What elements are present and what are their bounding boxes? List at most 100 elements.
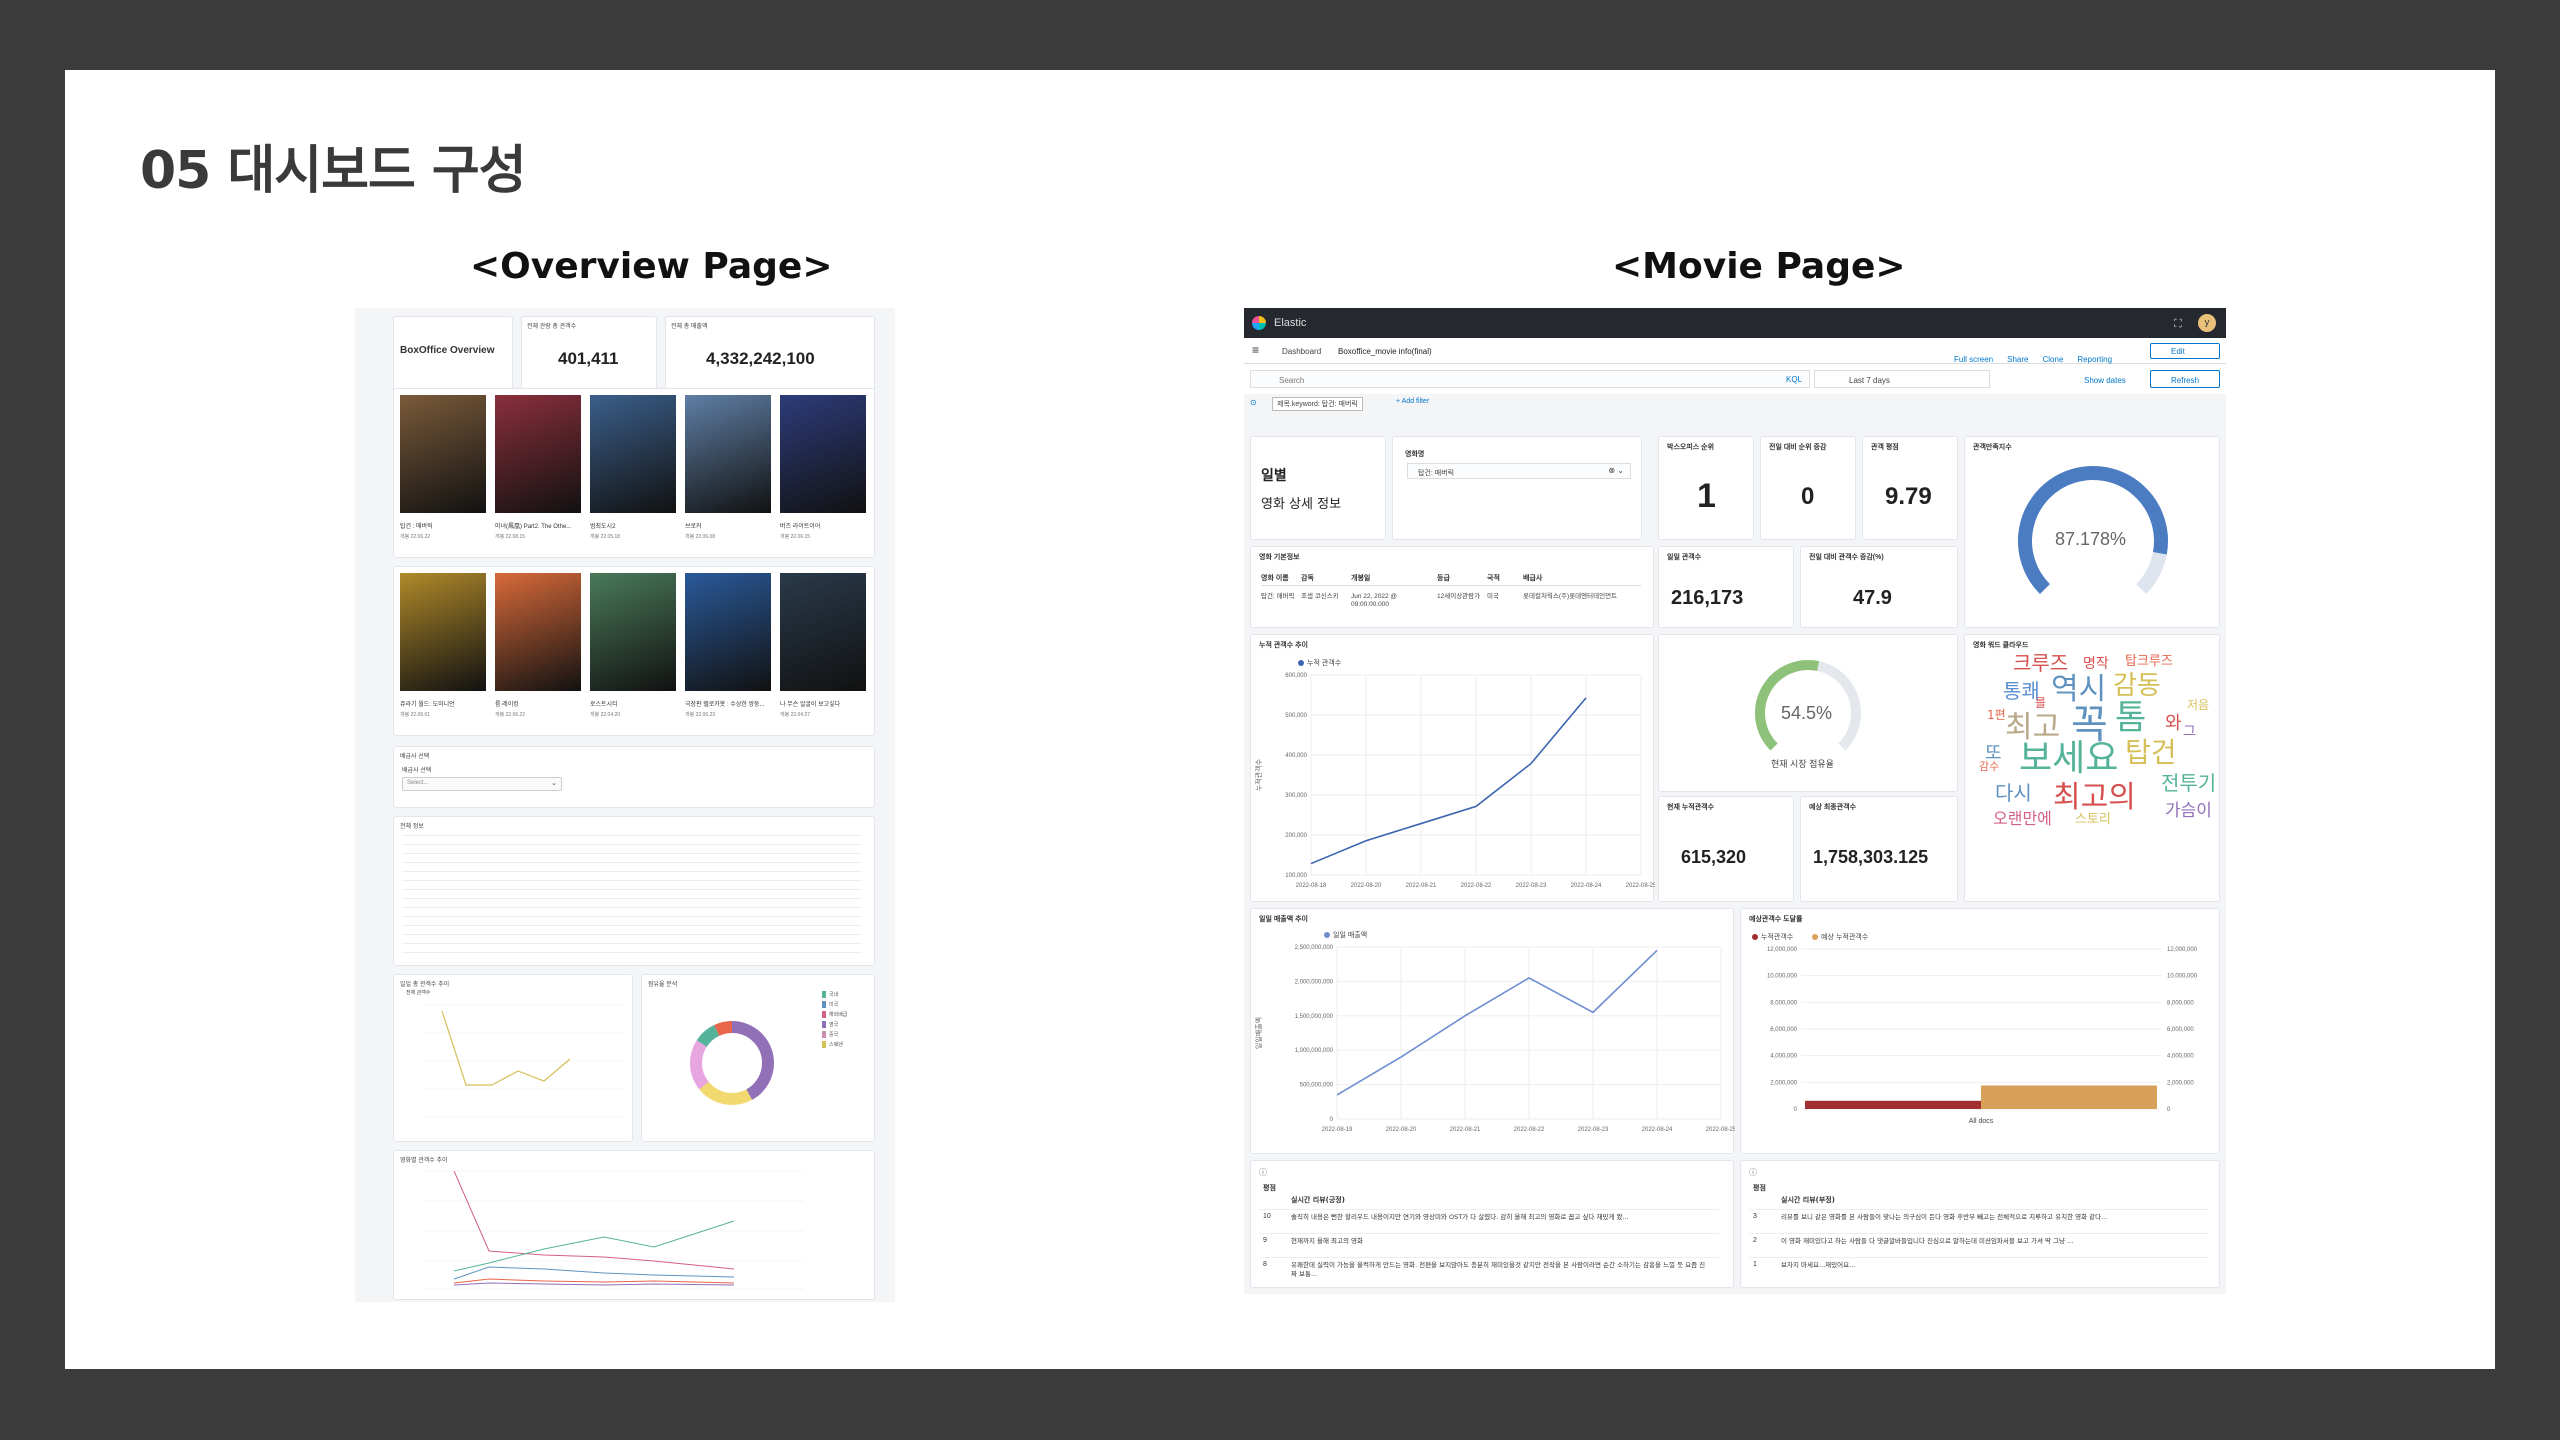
slide-title: 05 대시보드 구성	[140, 141, 527, 201]
action-link[interactable]: Reporting	[2077, 355, 2113, 364]
movie-poster[interactable]	[400, 573, 486, 691]
fullscreen-icon[interactable]: ⛶	[2174, 317, 2182, 330]
movie-select-card: 영화명 탑건: 매버릭 ⊗ ⌄	[1392, 436, 1642, 540]
refresh-button[interactable]: Refresh	[2150, 370, 2220, 388]
wordcloud-label: 영화 워드 클라우드	[1973, 642, 2029, 649]
filter-pill[interactable]: 제목.keyword: 탑건: 매버릭	[1272, 397, 1363, 411]
action-link[interactable]: Share	[2007, 355, 2029, 364]
review-text: 유쾌한데 실력이 가능을 울컥하게 만드는 영화. 전편을 보지않아도 충분히 …	[1291, 1261, 1706, 1279]
rank-change-value: 0	[1801, 483, 1815, 510]
movie-date: 개봉 22.06.22	[400, 534, 431, 540]
info-value: 탑건: 매버릭	[1261, 593, 1295, 600]
table-row-divider	[1259, 1209, 1719, 1210]
y-tick-label: 8,000,000	[1770, 1000, 1797, 1006]
movie-poster[interactable]	[780, 573, 866, 691]
avatar[interactable]: y	[2198, 314, 2216, 332]
movie-date: 개봉 22.05.18	[590, 534, 621, 540]
legend-dot	[1812, 934, 1818, 940]
movie-title: 로스트시티	[590, 702, 618, 708]
daily-title: 일별	[1261, 468, 1287, 484]
filter-bar: ⊙ 제목.keyword: 탑건: 매버릭 + Add filter	[1244, 394, 2226, 414]
overview-share-chart: 점유율 분석 국내 미국 해외배급 영국 중국 스웨덴	[641, 974, 875, 1142]
movie-poster[interactable]	[590, 573, 676, 691]
overview-info-table: 전체 정보	[393, 816, 875, 966]
info-header: 등급	[1437, 575, 1450, 582]
y-tick-label: 600,000	[1285, 673, 1307, 679]
select-card-label: 배급사 선택	[400, 754, 430, 760]
word-cloud-word: 감수	[1979, 760, 2000, 773]
legend-dot	[1752, 934, 1758, 940]
movie-poster[interactable]	[495, 395, 581, 513]
satisfaction-gauge	[2018, 466, 2168, 595]
overview-daily-line-svg	[424, 1004, 624, 1118]
rank-change-card: 전일 대비 순위 증감 0	[1760, 436, 1856, 540]
movie-select[interactable]: 탑건: 매버릭 ⊗ ⌄	[1407, 463, 1631, 479]
word-cloud-word: 역시	[2051, 672, 2107, 707]
show-dates-link[interactable]: Show dates	[2084, 376, 2126, 385]
col-header: 실시간 리뷰(부정)	[1781, 1196, 1835, 1204]
review-score: 2	[1753, 1237, 1757, 1244]
word-cloud-word: 통쾌	[2003, 679, 2040, 703]
time-picker[interactable]: Last 7 days	[1814, 370, 1990, 388]
chart-label: 누적 관객수 추이	[1259, 642, 1308, 649]
word-cloud-word: 보세요	[2019, 738, 2119, 779]
word-cloud-word: 탑건	[2125, 736, 2177, 769]
overview-daily-chart: 일일 총 관객수 추이 전체 관객수	[393, 974, 633, 1142]
x-tick-label: 2022-08-19	[1322, 1127, 1353, 1133]
movie-title: 극장판 헬로카봇 : 수상한 쌍둥...	[685, 702, 765, 708]
movie-poster[interactable]	[590, 395, 676, 513]
search-placeholder: Search	[1279, 376, 1305, 385]
table-row-divider	[1749, 1209, 2209, 1210]
movie-title: 탑건 : 매버릭	[400, 524, 433, 530]
word-cloud-word: 를	[2035, 696, 2047, 710]
movie-poster[interactable]	[400, 395, 486, 513]
chevron-down-icon: ⊗ ⌄	[1608, 466, 1624, 475]
top-actions: Full screen Share Clone Reporting	[1954, 347, 2126, 366]
brand-name: Elastic	[1274, 317, 1307, 329]
y-tick-label: 2,000,000,000	[1295, 979, 1334, 985]
overview-metric-sales: 전체 총 매출액 4,332,242,100	[665, 316, 875, 392]
word-cloud-word: 오랜만에	[1993, 809, 2052, 828]
table-divider	[1261, 585, 1641, 586]
info-label: 영화 기본정보	[1259, 554, 1300, 561]
col-header: 평점	[1753, 1184, 1766, 1192]
info-icon[interactable]: ⓘ	[1749, 1168, 1757, 1177]
distributor-select[interactable]: Select... ⌄	[402, 777, 562, 791]
gauge-arc	[2018, 466, 2168, 595]
movie-poster[interactable]	[780, 395, 866, 513]
info-value: 조셉 코신스키	[1301, 593, 1339, 600]
cum-aud-value: 615,320	[1681, 847, 1747, 867]
filter-options-icon[interactable]: ⊙	[1250, 398, 1257, 407]
add-filter-link[interactable]: + Add filter	[1396, 398, 1430, 405]
movie-poster[interactable]	[495, 573, 581, 691]
search-input[interactable]: Search KQL	[1250, 370, 1810, 388]
kql-toggle[interactable]: KQL	[1786, 375, 1803, 384]
breadcrumb-dashboard[interactable]: Dashboard	[1282, 347, 1322, 356]
x-tick-label: 2022-08-22	[1514, 1127, 1545, 1133]
movie-info-table: 영화 이름 탑건: 매버릭 감독 조셉 코신스키 개봉일 Jun 22, 2022 @ 0…	[1261, 573, 1641, 625]
movie-title: 쥬라기 월드: 도미니언	[400, 702, 455, 708]
menu-icon[interactable]: ≡	[1252, 343, 1260, 357]
movie-poster[interactable]	[685, 573, 771, 691]
y-tick-label: 0	[1794, 1107, 1798, 1113]
movie-title: 룸 레이킹	[495, 702, 519, 708]
table-row-divider	[1749, 1257, 2209, 1258]
edit-button[interactable]: Edit	[2150, 343, 2220, 359]
table-row	[402, 943, 862, 944]
word-cloud-card: 영화 워드 클라우드 크루즈 명작 탑크루즈 통쾌 역시 감동 최고 꼭 톰 와 저음 1편 탑건 또 보세…	[1964, 634, 2220, 902]
info-icon[interactable]: ⓘ	[1259, 1168, 1267, 1177]
market-share-card: 54.5% 현재 시장 점유율	[1658, 634, 1958, 792]
x-tick-label: 2022-08-20	[1351, 883, 1382, 889]
action-link[interactable]: Clone	[2042, 355, 2064, 364]
y2-tick-label: 6,000,000	[2167, 1027, 2194, 1033]
positive-reviews-card: ⓘ 평점 실시간 리뷰(긍정) 10 솔직히 내용은 뻔한 할리우드 내용이지만 연기와…	[1250, 1160, 1734, 1288]
word-cloud-word: 명작	[2083, 656, 2109, 672]
action-link[interactable]: Full screen	[1954, 355, 1994, 364]
y-tick-label: 2,000,000	[1770, 1080, 1797, 1086]
rank-value: 1	[1697, 477, 1716, 515]
sales-chart-card: 일일 매출액 추이 2022-08-19 2022-08-20 2022-08-21…	[1250, 908, 1735, 1154]
legend-item: 국내	[822, 991, 847, 998]
table-row	[402, 952, 862, 953]
chart-label: 예상관객수 도달률	[1749, 916, 1803, 923]
movie-poster[interactable]	[685, 395, 771, 513]
